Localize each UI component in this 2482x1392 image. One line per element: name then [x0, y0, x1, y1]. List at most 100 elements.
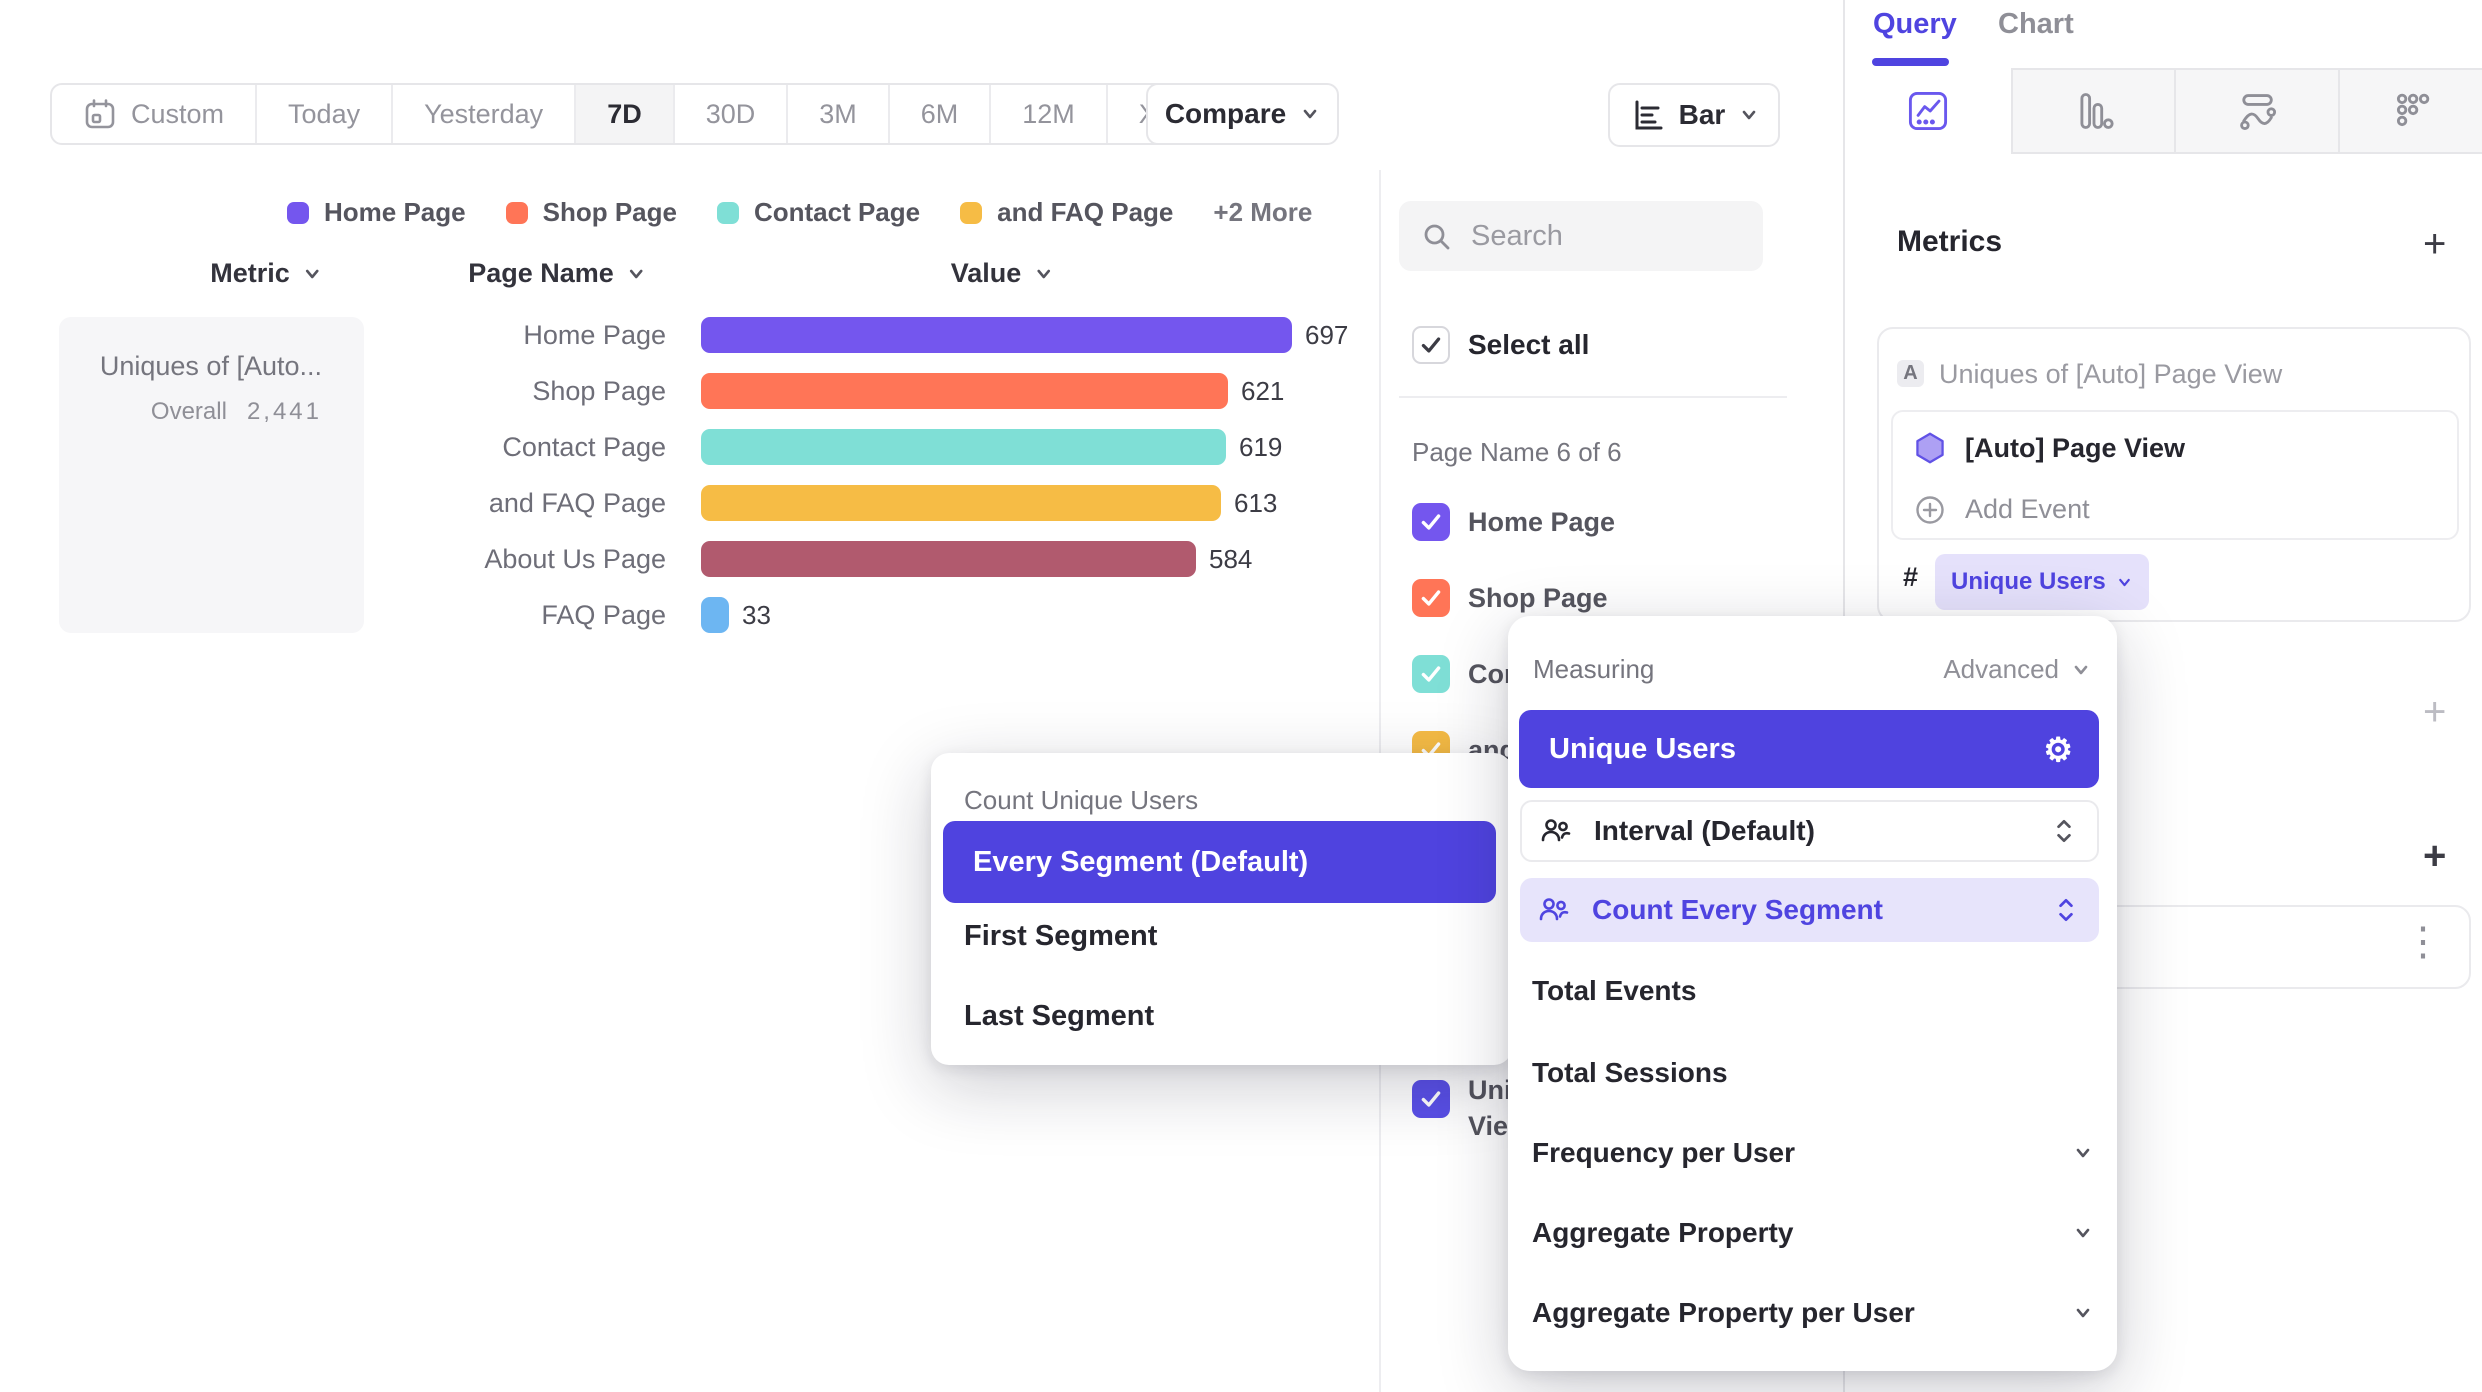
legend-item[interactable]: Home Page [287, 197, 466, 228]
chevron-down-icon [2076, 1148, 2090, 1158]
option-aggregate-property-per-user[interactable]: Aggregate Property per User [1532, 1297, 2093, 1329]
metric-letter-badge: A [1897, 360, 1924, 387]
date-range-label: Custom [131, 98, 225, 129]
gear-icon[interactable]: ⚙ [2043, 730, 2073, 768]
select-all-row[interactable]: Select all [1412, 326, 1589, 364]
bar-segment[interactable] [701, 373, 1228, 409]
legend-item[interactable]: Contact Page [716, 197, 920, 228]
column-header-page-name[interactable]: Page Name [468, 258, 646, 289]
chevron-down-icon [629, 269, 643, 278]
tab-line-chart[interactable] [1845, 68, 2013, 154]
add-filter-button[interactable]: + [2423, 690, 2447, 734]
compare-button[interactable]: Compare [1146, 83, 1339, 145]
bar-value-label: 584 [1209, 543, 1253, 574]
legend-item[interactable]: Shop Page [505, 197, 677, 228]
legend-swatch [960, 201, 983, 224]
users-icon [1539, 898, 1569, 921]
metric-summary-card[interactable]: Uniques of [Auto... Overall 2,441 [59, 317, 364, 633]
up-down-chevron-icon [2057, 819, 2071, 843]
interval-label: Interval (Default) [1594, 815, 1815, 846]
check-icon [1421, 666, 1441, 682]
metrics-heading: Metrics [1897, 225, 2003, 258]
column-header-metric[interactable]: Metric [210, 258, 322, 289]
chart-row: FAQ Page 33 [0, 597, 1379, 633]
list-item[interactable]: Shop Page [1412, 579, 1608, 617]
search-input[interactable] [1471, 201, 1751, 271]
add-event-row[interactable]: Add Event [1915, 494, 2090, 525]
add-metric-button[interactable]: + [2423, 222, 2447, 266]
page-name-header-label: Page Name [468, 258, 614, 288]
date-range-yesterday[interactable]: Yesterday [393, 85, 577, 143]
list-item-label: Home Page [1468, 506, 1616, 537]
legend-more-label[interactable]: +2 More [1213, 197, 1313, 227]
chart-type-button[interactable]: Bar [1608, 83, 1780, 147]
tab-flow-chart[interactable] [2176, 68, 2340, 154]
checkbox-checked[interactable] [1412, 503, 1450, 541]
date-range-3m[interactable]: 3M [788, 85, 890, 143]
select-all-checkbox[interactable] [1412, 326, 1450, 364]
metric-title: Uniques of [Auto... [99, 351, 322, 381]
tab-dots-funnel[interactable] [2340, 68, 2482, 154]
option-total-events[interactable]: Total Events [1532, 975, 1697, 1006]
bar-segment[interactable] [701, 317, 1292, 353]
advanced-dropdown[interactable]: Advanced [1943, 654, 2091, 685]
event-hexagon-icon [1916, 432, 1944, 464]
bar-value-label: 621 [1241, 375, 1285, 406]
date-range-7d[interactable]: 7D [576, 85, 675, 143]
option-first-segment[interactable]: First Segment [964, 920, 1158, 952]
bar-segment[interactable] [701, 597, 729, 633]
up-down-chevron-icon [2059, 898, 2073, 922]
option-aggregate-property[interactable]: Aggregate Property [1532, 1217, 2093, 1249]
list-item-label: Shop Page [1468, 582, 1608, 613]
active-tab-indicator [1872, 58, 1949, 66]
date-range-today[interactable]: Today [257, 85, 394, 143]
date-range-custom[interactable]: Custom [52, 85, 258, 143]
aggregation-dropdown[interactable]: Unique Users [1935, 554, 2149, 610]
option-unique-users-selected[interactable]: Unique Users ⚙ [1519, 710, 2099, 788]
checkbox-checked[interactable] [1412, 579, 1450, 617]
aggregation-value: Unique Users [1951, 568, 2106, 595]
bar-segment[interactable] [701, 485, 1221, 521]
date-range-label: 30D [705, 98, 756, 129]
legend-swatch [287, 201, 309, 224]
tab-chart[interactable]: Chart [1998, 8, 2074, 40]
add-breakdown-button[interactable]: + [2423, 834, 2447, 878]
bar-category-label: Home Page [523, 319, 666, 350]
check-icon [1421, 590, 1441, 606]
date-range-30d[interactable]: 30D [675, 85, 789, 143]
overall-label: Overall [150, 398, 227, 425]
checkbox-checked[interactable] [1412, 1080, 1450, 1118]
chart-row: and FAQ Page 613 [0, 485, 1379, 521]
date-range-12m[interactable]: 12M [991, 85, 1108, 143]
chevron-down-icon [2076, 1308, 2090, 1318]
count-popup-title: Count Unique Users [964, 785, 1199, 815]
tab-bar-chart[interactable] [2013, 68, 2176, 154]
list-item-clipped[interactable]: Uni Vie [1412, 1072, 1524, 1144]
date-range-6m[interactable]: 6M [890, 85, 992, 143]
date-range-label: 3M [819, 98, 857, 129]
bar-category-label: Shop Page [532, 375, 666, 406]
clipped-line-2: Vie [1468, 1111, 1509, 1141]
option-total-sessions[interactable]: Total Sessions [1532, 1057, 1728, 1088]
event-row[interactable]: [Auto] Page View [1915, 432, 2185, 464]
chart-type-label: Bar [1678, 99, 1726, 130]
bar-category-label: and FAQ Page [488, 487, 666, 518]
bar-segment[interactable] [701, 429, 1226, 465]
date-range-label: 6M [920, 98, 959, 129]
compare-label: Compare [1164, 98, 1287, 129]
list-item[interactable]: Home Page [1412, 503, 1615, 541]
tab-query[interactable]: Query [1873, 8, 1957, 40]
count-every-segment-label: Count Every Segment [1592, 894, 1883, 925]
count-every-segment-row[interactable]: Count Every Segment [1520, 878, 2099, 942]
option-every-segment-selected[interactable]: Every Segment (Default) [943, 821, 1496, 903]
bar-segment[interactable] [701, 541, 1196, 577]
option-last-segment[interactable]: Last Segment [964, 1000, 1155, 1032]
column-header-value[interactable]: Value [951, 258, 1054, 289]
legend-label: Home Page [324, 197, 466, 227]
metric-definition-card[interactable]: A Uniques of [Auto] Page View [Auto] Pag… [1877, 327, 2471, 622]
checkbox-checked[interactable] [1412, 655, 1450, 693]
kebab-menu-icon[interactable]: ⋮ [2403, 920, 2443, 964]
interval-control-row[interactable]: Interval (Default) [1520, 800, 2099, 862]
option-frequency-per-user[interactable]: Frequency per User [1532, 1137, 2093, 1169]
legend-item[interactable]: and FAQ Page [960, 197, 1173, 228]
